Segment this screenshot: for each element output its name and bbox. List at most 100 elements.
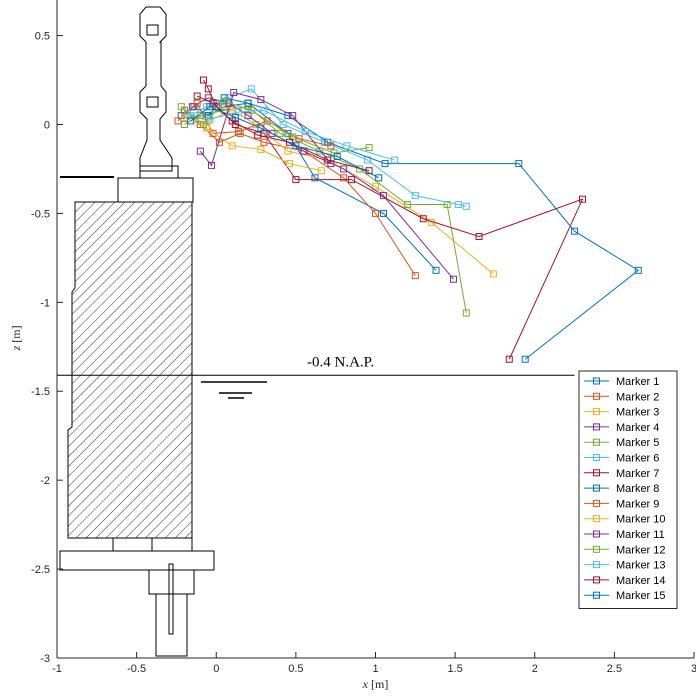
- data-point: [348, 176, 356, 184]
- data-point: [220, 103, 228, 111]
- data-point: [204, 85, 212, 93]
- data-point: [365, 167, 373, 175]
- data-point: [279, 120, 287, 128]
- legend-marker: [593, 545, 600, 553]
- data-point: [343, 142, 351, 150]
- series-line: [184, 109, 416, 276]
- data-point: [184, 110, 192, 118]
- data-point: [403, 201, 411, 209]
- data-point: [254, 131, 262, 139]
- data-point: [257, 96, 265, 104]
- data-point: [411, 272, 419, 280]
- data-point: [505, 355, 513, 363]
- series-10: [180, 113, 325, 175]
- series-line: [199, 91, 332, 167]
- data-point: [489, 270, 497, 278]
- x-tick-label: 0: [213, 663, 219, 675]
- data-point: [301, 128, 309, 136]
- series-9: [174, 99, 335, 150]
- data-point: [235, 128, 243, 136]
- x-axis-label: x [m]: [362, 677, 389, 691]
- data-point: [244, 99, 252, 107]
- y-tick-label: -1.5: [31, 386, 50, 398]
- legend-label: Marker 8: [616, 483, 659, 495]
- data-point: [311, 174, 319, 182]
- legend-label: Marker 15: [616, 590, 666, 602]
- y-tick-label: -0.5: [31, 208, 50, 220]
- data-point: [284, 112, 292, 120]
- data-point: [432, 266, 440, 274]
- data-point: [220, 94, 228, 102]
- series-14: [193, 92, 373, 175]
- y-axis-label: z [m]: [9, 325, 23, 351]
- legend-marker: [593, 499, 600, 507]
- series-11: [196, 88, 335, 169]
- base-plate: [59, 550, 215, 571]
- series-15: [187, 103, 383, 182]
- data-point: [411, 192, 419, 200]
- data-point: [292, 142, 300, 150]
- legend-marker: [593, 438, 600, 446]
- y-tick-label: -2.5: [31, 564, 50, 576]
- data-point: [187, 117, 195, 125]
- legend-label: Marker 11: [616, 529, 665, 541]
- data-point: [225, 99, 233, 107]
- x-tick-label: 1: [372, 663, 378, 675]
- legend-label: Marker 14: [616, 575, 666, 587]
- legend-label: Marker 10: [616, 514, 666, 526]
- data-point: [188, 103, 196, 111]
- series-line: [192, 97, 454, 280]
- series-line: [177, 102, 332, 147]
- data-point: [206, 115, 214, 123]
- x-tick-label: -0.5: [127, 663, 146, 675]
- legend-marker: [593, 377, 600, 385]
- data-point: [196, 147, 204, 155]
- legend-marker: [593, 484, 600, 492]
- data-point: [286, 138, 294, 146]
- legend-label: Marker 5: [616, 437, 659, 449]
- y-tick-label: 0: [44, 119, 50, 131]
- mast-window-top: [146, 24, 159, 36]
- data-point: [365, 144, 373, 152]
- foot-upper: [148, 569, 195, 595]
- data-point: [454, 201, 462, 209]
- data-point: [381, 160, 389, 168]
- data-point: [174, 117, 182, 125]
- series-line: [180, 100, 370, 154]
- legend-marker: [593, 515, 600, 523]
- y-tick-label: -1: [40, 297, 50, 309]
- series-line: [196, 95, 370, 172]
- series-line: [190, 88, 467, 207]
- data-point: [220, 97, 228, 105]
- y-tick-label: -2: [40, 475, 50, 487]
- mast-window-middle: [146, 96, 159, 108]
- data-point: [209, 129, 217, 137]
- legend-label: Marker 3: [616, 407, 659, 419]
- cap-block: [117, 177, 194, 203]
- data-point: [236, 129, 244, 137]
- data-point: [317, 167, 325, 175]
- annotation-nap: -0.4 N.A.P.: [307, 354, 374, 370]
- series-8: [204, 94, 642, 363]
- data-point: [284, 129, 292, 137]
- series-12: [177, 97, 373, 157]
- legend-label: Marker 6: [616, 453, 659, 465]
- legend-label: Marker 13: [616, 560, 666, 572]
- data-point: [193, 99, 201, 107]
- axes: -1 -0.5 0 0.5 1 1.5 2 2.5 3 0.5 0 -0.5 -1 -1.5 -2 -2.5…: [9, 0, 696, 691]
- series-line: [203, 79, 584, 360]
- data-point: [230, 88, 238, 96]
- legend-marker: [593, 469, 600, 477]
- series-5: [180, 103, 470, 317]
- mast-outline: [139, 6, 173, 172]
- legend-label: Marker 7: [616, 468, 659, 480]
- x-tick-label: 0.5: [288, 663, 303, 675]
- data-point: [200, 76, 208, 84]
- data-point: [260, 138, 268, 146]
- data-point: [228, 142, 236, 150]
- series-layer: [174, 76, 642, 363]
- legend-label: Marker 9: [616, 498, 659, 510]
- series-7: [200, 76, 587, 363]
- legend-marker: [593, 408, 600, 416]
